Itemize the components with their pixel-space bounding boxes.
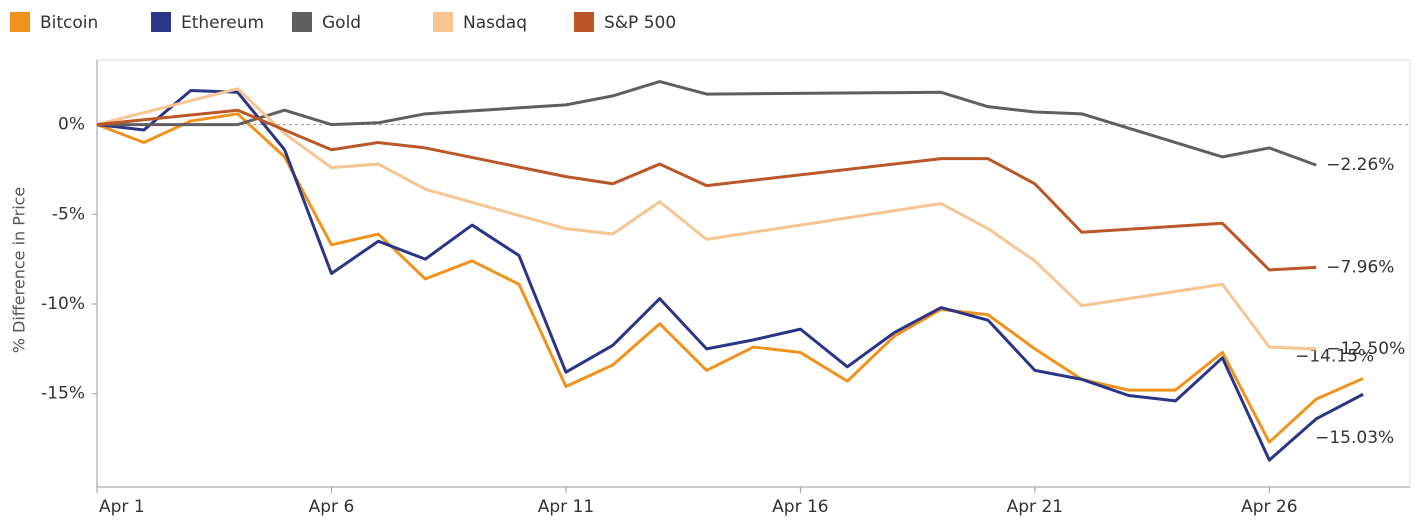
end-label: −14.15%	[1295, 346, 1374, 366]
end-label: −12.50%	[1326, 339, 1405, 359]
x-tick-label: Apr 6	[309, 497, 355, 517]
end-label: −15.03%	[1315, 428, 1394, 448]
legend-swatch	[574, 12, 594, 32]
legend-swatch	[151, 12, 171, 32]
x-tick-label: Apr 21	[1007, 497, 1063, 517]
legend-label: Gold	[322, 13, 361, 33]
x-tick-label: Apr 26	[1241, 497, 1297, 517]
y-axis-label: % Difference in Price	[10, 187, 29, 354]
x-tick-label: Apr 16	[772, 497, 828, 517]
y-tick-label: -10%	[41, 294, 85, 314]
legend-label: Bitcoin	[40, 13, 98, 33]
y-tick-label: -5%	[52, 204, 85, 224]
end-label: −2.26%	[1326, 155, 1394, 175]
series-line	[96, 112, 1364, 444]
plot-frame	[96, 59, 1411, 488]
legend-swatch	[292, 12, 312, 32]
series-line	[96, 87, 1317, 351]
legend-label: Nasdaq	[463, 13, 527, 33]
legend-label: S&P 500	[604, 13, 676, 33]
end-label: −7.96%	[1326, 257, 1394, 277]
series-line	[97, 80, 1317, 167]
y-tick-label: 0%	[58, 115, 85, 135]
legend-swatch	[433, 12, 453, 32]
x-tick-label: Apr 11	[538, 497, 594, 517]
series-line	[96, 108, 1317, 272]
legend-label: Ethereum	[181, 13, 264, 33]
legend-swatch	[10, 12, 30, 32]
y-tick-label: -15%	[41, 384, 85, 404]
x-tick-label: Apr 1	[99, 497, 145, 517]
series-line	[96, 89, 1364, 462]
